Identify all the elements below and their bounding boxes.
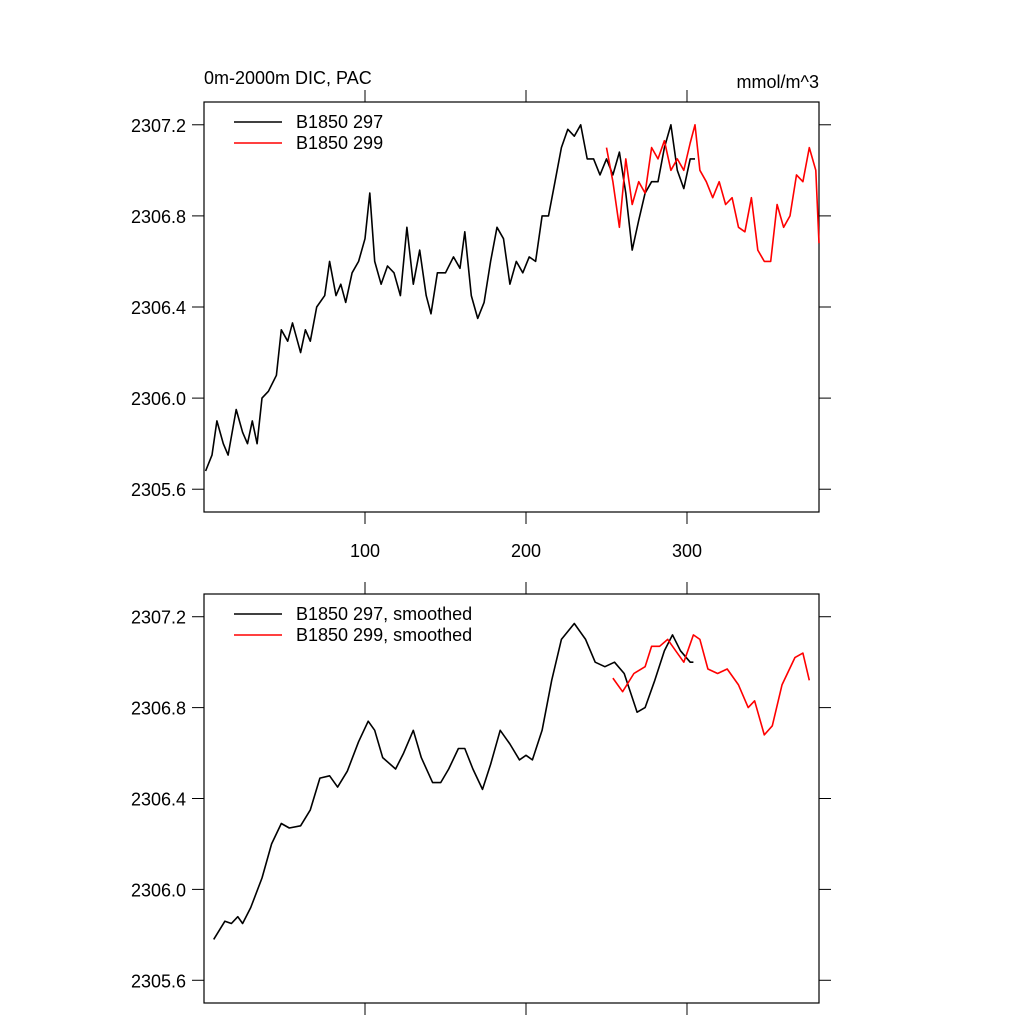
legend-label: B1850 297 bbox=[296, 112, 383, 132]
y-tick-label: 2306.4 bbox=[131, 298, 186, 318]
y-tick-label: 2307.2 bbox=[131, 608, 186, 628]
y-tick-label: 2306.4 bbox=[131, 790, 186, 810]
y-tick-label: 2306.0 bbox=[131, 880, 186, 900]
y-tick-label: 2306.8 bbox=[131, 207, 186, 227]
legend-label: B1850 299 bbox=[296, 133, 383, 153]
units-label: mmol/m^3 bbox=[737, 72, 819, 92]
y-tick-label: 2305.6 bbox=[131, 480, 186, 500]
series-line bbox=[605, 124, 820, 263]
x-tick-label: 200 bbox=[511, 541, 541, 561]
series-line bbox=[213, 622, 694, 940]
y-tick-label: 2306.8 bbox=[131, 699, 186, 719]
plot-frame bbox=[203, 593, 820, 1004]
y-tick-label: 2305.6 bbox=[131, 971, 186, 991]
chart-title: 0m-2000m DIC, PAC bbox=[204, 68, 372, 88]
legend-label: B1850 299, smoothed bbox=[296, 625, 472, 645]
y-tick-label: 2307.2 bbox=[131, 116, 186, 136]
x-tick-label: 100 bbox=[350, 541, 380, 561]
series-line bbox=[612, 634, 811, 736]
x-tick-label: 300 bbox=[672, 541, 702, 561]
legend-label: B1850 297, smoothed bbox=[296, 604, 472, 624]
plot-frame bbox=[203, 101, 820, 513]
y-tick-label: 2306.0 bbox=[131, 389, 186, 409]
series-line bbox=[204, 124, 695, 472]
